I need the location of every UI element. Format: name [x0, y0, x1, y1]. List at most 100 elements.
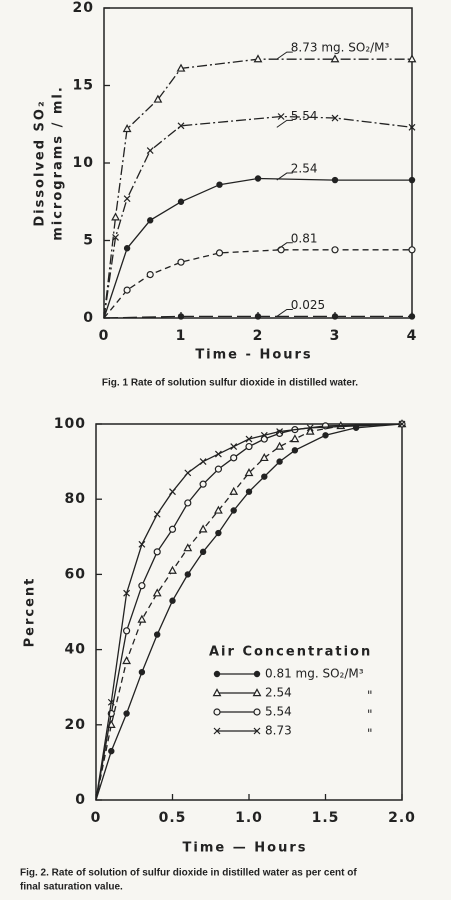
marker-triangle	[305, 426, 315, 435]
marker-dot	[408, 176, 416, 184]
series-line	[95, 423, 403, 801]
caption: final saturation value.	[20, 882, 123, 893]
marker-dot	[253, 670, 261, 678]
marker-triangle	[290, 434, 300, 443]
caption: Fig. 2. Rate of solution of sulfur dioxi…	[20, 868, 357, 879]
x-tick-label: 2	[253, 328, 264, 344]
marker-circle	[122, 627, 131, 635]
legend-label: 5.54	[265, 705, 292, 719]
series-line	[103, 115, 413, 319]
y-axis-label: micrograms / ml.	[51, 85, 66, 241]
marker-dot	[153, 631, 161, 638]
marker-dot	[331, 313, 339, 320]
marker-dot	[146, 217, 154, 224]
marker-x	[146, 147, 154, 155]
marker-dot	[213, 670, 221, 678]
marker-dot	[184, 571, 191, 578]
marker-triangle	[212, 688, 222, 697]
marker-x	[213, 727, 221, 735]
marker-dot	[123, 710, 130, 717]
y-tick-label: 0	[83, 310, 94, 326]
marker-dot	[230, 507, 237, 514]
marker-triangle	[168, 565, 177, 574]
plot-frame	[95, 423, 403, 801]
series-label: 0.81	[291, 231, 318, 245]
marker-x	[276, 428, 284, 435]
marker-triangle	[183, 543, 193, 552]
marker-x	[260, 431, 268, 439]
y-tick-label: 5	[83, 233, 94, 249]
marker-dot	[331, 176, 339, 184]
y-axis-label: Dissolved SO₂	[33, 99, 48, 226]
x-tick-label: 1.5	[312, 810, 340, 826]
x-tick-label: 0.5	[159, 810, 187, 826]
marker-triangle	[176, 63, 186, 72]
marker-dot	[276, 458, 283, 465]
legend-label: 8.73	[265, 724, 292, 738]
marker-dot	[245, 488, 253, 495]
y-tick-label: 80	[65, 491, 86, 507]
x-axis-label: Time - Hours	[195, 348, 312, 363]
marker-triangle	[153, 94, 163, 103]
marker-circle	[177, 258, 185, 266]
marker-circle	[245, 442, 253, 451]
marker-triangle	[330, 54, 340, 63]
x-tick-label: 2.0	[388, 810, 416, 826]
x-axis-label: Time — Hours	[183, 841, 308, 856]
marker-circle	[321, 422, 330, 430]
marker-x	[112, 233, 119, 241]
y-tick-label: 20	[73, 0, 94, 16]
marker-dot	[254, 313, 262, 320]
marker-circle	[230, 454, 238, 462]
marker-triangle	[122, 656, 132, 665]
series-line	[95, 423, 403, 801]
marker-circle	[153, 548, 161, 556]
marker-dot	[261, 473, 268, 480]
marker-x	[123, 195, 131, 203]
marker-triangle	[152, 588, 162, 597]
y-tick-label: 40	[65, 642, 86, 658]
series-label: 2.54	[291, 162, 318, 176]
series-label: 0.025	[291, 298, 325, 312]
series-line	[103, 249, 412, 319]
legend-ditto: "	[367, 727, 373, 741]
marker-dot	[216, 181, 223, 188]
series-line	[95, 423, 403, 801]
x-tick-label: 1.0	[235, 810, 263, 826]
marker-circle	[253, 708, 261, 716]
marker-triangle	[198, 524, 208, 533]
marker-triangle	[111, 212, 120, 221]
series-line	[95, 423, 403, 801]
caption: Fig. 1 Rate of solution sulfur dioxide i…	[102, 378, 358, 389]
legend-label: 2.54	[265, 686, 292, 700]
y-tick-label: 15	[73, 78, 94, 94]
marker-x	[138, 540, 146, 548]
y-tick-label: 60	[65, 566, 86, 582]
series-line	[103, 58, 412, 319]
label-leader	[276, 119, 293, 128]
marker-dot	[322, 432, 329, 439]
marker-dot	[254, 175, 262, 182]
marker-dot	[169, 597, 176, 604]
marker-circle	[146, 271, 154, 279]
marker-dot	[199, 548, 207, 556]
y-axis-label: Percent	[23, 577, 38, 648]
series-line	[103, 177, 412, 319]
marker-x	[306, 424, 314, 432]
x-tick-label: 3	[330, 328, 341, 344]
marker-x	[253, 727, 261, 735]
marker-triangle	[253, 54, 263, 63]
y-tick-label: 10	[73, 155, 94, 171]
label-leader	[276, 242, 293, 251]
x-tick-label: 1	[176, 328, 187, 344]
marker-circle	[215, 249, 224, 257]
marker-x	[245, 435, 253, 443]
marker-triangle	[229, 486, 239, 495]
legend-ditto: "	[367, 689, 373, 703]
marker-x	[230, 443, 238, 450]
marker-triangle	[122, 124, 132, 133]
marker-dot	[177, 313, 185, 320]
marker-x	[277, 113, 285, 120]
marker-dot	[291, 447, 299, 454]
